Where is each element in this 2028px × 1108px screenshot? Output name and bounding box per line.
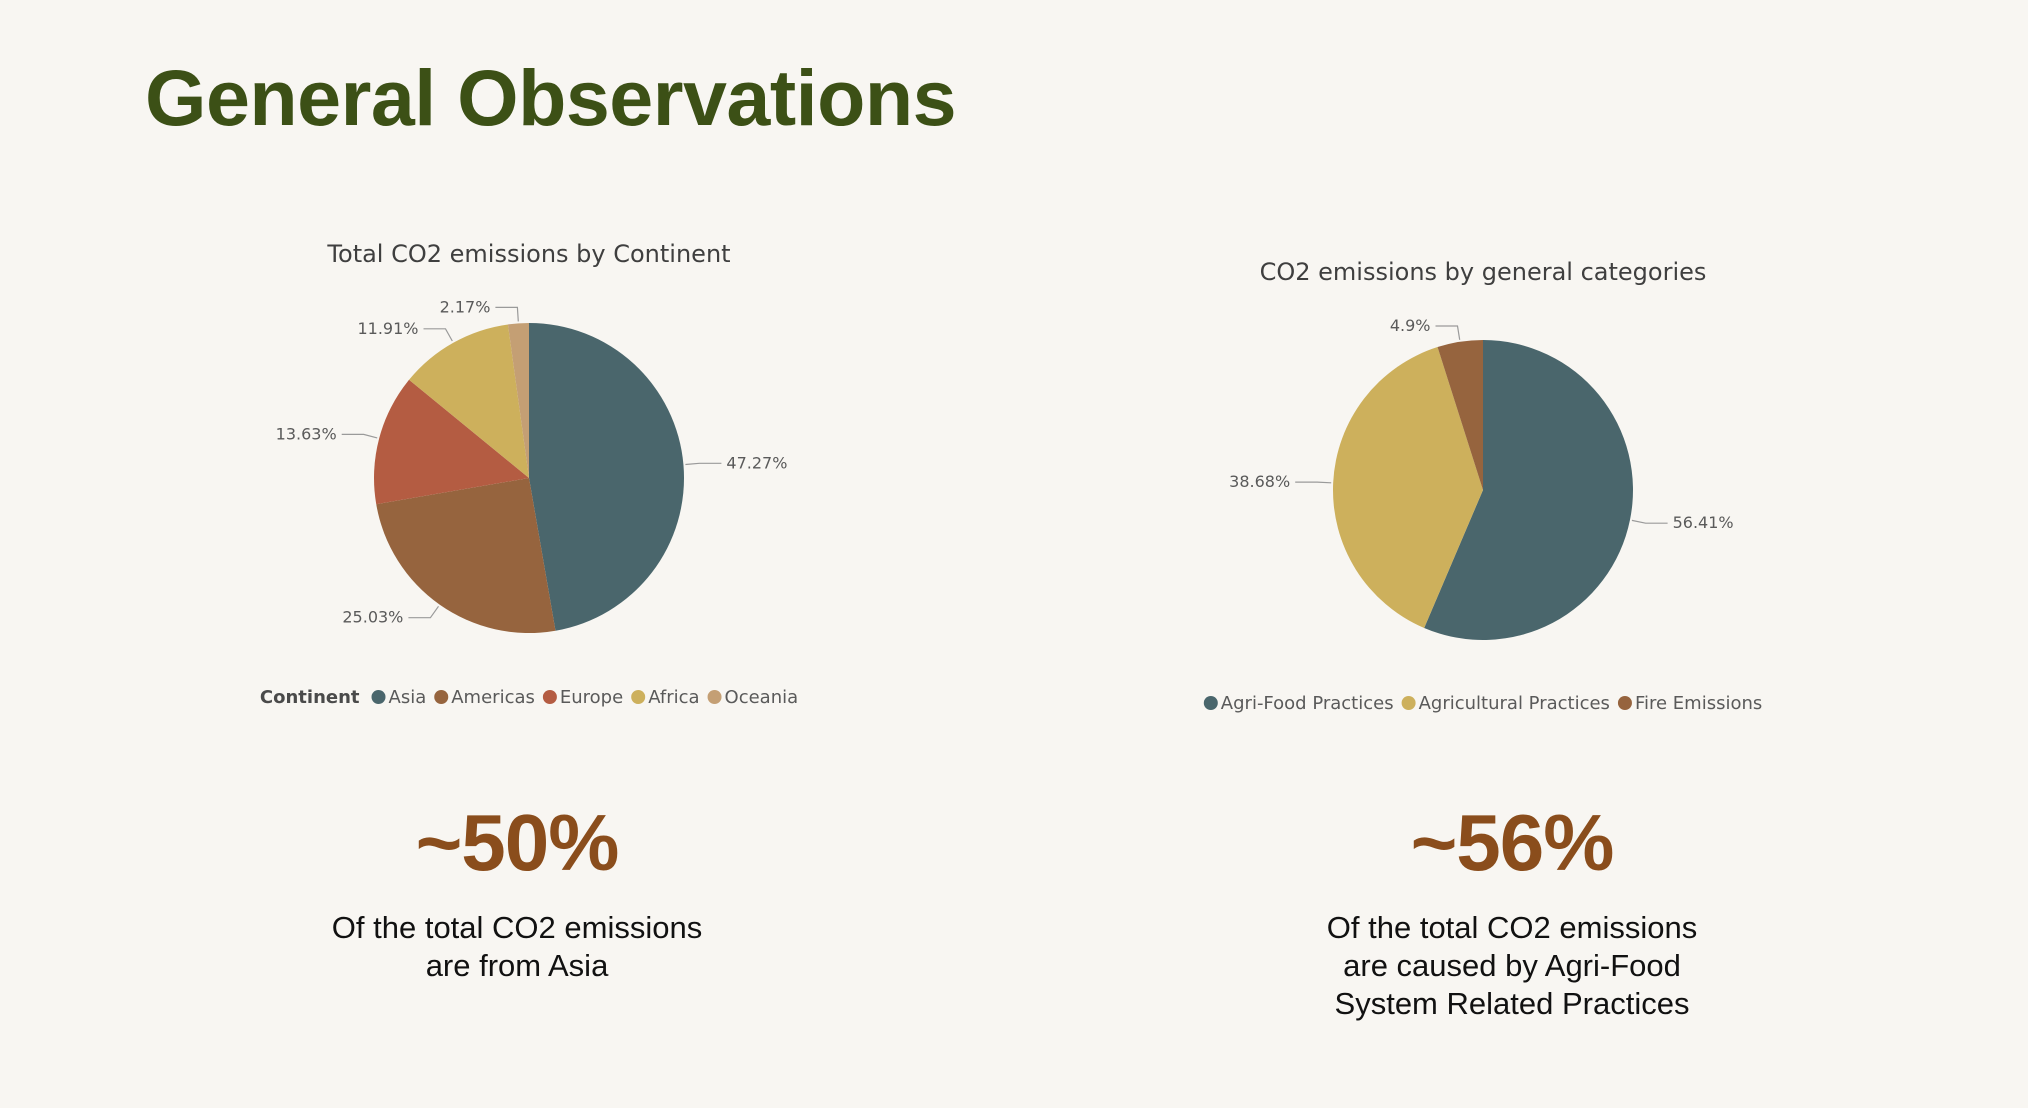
- slice-label-fire-emissions: 4.9%: [1390, 316, 1431, 335]
- slice-africa[interactable]: [409, 324, 529, 478]
- stat-asia-description: Of the total CO2 emissions are from Asia: [331, 910, 703, 983]
- legend-marker-agri-food-practices: [1203, 696, 1218, 710]
- legend-marker-agricultural-practices: [1401, 696, 1416, 710]
- legend-label-asia: Asia: [389, 687, 427, 708]
- legend-label-europe: Europe: [560, 687, 623, 708]
- slice-europe[interactable]: [374, 379, 529, 505]
- legend-marker-europe: [542, 690, 557, 704]
- legend-label-africa: Africa: [648, 687, 699, 708]
- legend-marker-americas: [434, 690, 449, 704]
- legend-item-europe[interactable]: Europe: [542, 687, 623, 708]
- legend-item-agricultural-practices[interactable]: Agricultural Practices: [1401, 693, 1610, 714]
- legend-item-africa[interactable]: Africa: [631, 687, 700, 708]
- leader-line-europe: [341, 433, 378, 439]
- legend-label-americas: Americas: [451, 687, 535, 708]
- page-title: General Observations: [145, 53, 957, 142]
- legend-item-agri-food-practices[interactable]: Agri-Food Practices: [1203, 693, 1394, 714]
- slice-label-europe: 13.63%: [276, 424, 337, 443]
- legend-item-oceania[interactable]: Oceania: [707, 687, 799, 708]
- slice-fire-emissions[interactable]: [1437, 340, 1483, 490]
- category-legend: Agri-Food Practices Agricultural Practice…: [1203, 693, 1762, 714]
- category-chart-title: CO2 emissions by general categories: [1260, 258, 1707, 286]
- leader-line-fire-emissions: [1435, 325, 1461, 340]
- continent-slice-labels: 47.27% 25.03% 13.63% 11.91% 2.17%: [276, 297, 788, 626]
- slice-label-agri-food-practices: 56.41%: [1673, 513, 1734, 532]
- slice-asia[interactable]: [529, 323, 685, 631]
- legend-marker-asia: [371, 690, 386, 704]
- slice-oceania[interactable]: [507, 323, 529, 478]
- legend-label-agricultural-practices: Agricultural Practices: [1419, 693, 1610, 714]
- slice-label-africa: 11.91%: [357, 319, 418, 338]
- continent-chart-title: Total CO2 emissions by Continent: [326, 240, 730, 268]
- slice-label-oceania: 2.17%: [440, 297, 491, 316]
- legend-label-agri-food-practices: Agri-Food Practices: [1221, 693, 1394, 714]
- legend-item-fire-emissions[interactable]: Fire Emissions: [1617, 693, 1762, 714]
- stat-agrifood: ~56% Of the total CO2 emissions are caus…: [1162, 803, 1862, 1023]
- continent-pie-chart: Total CO2 emissions by Continent 47.27% 25…: [260, 240, 798, 708]
- legend-label-fire-emissions: Fire Emissions: [1635, 693, 1762, 714]
- slice-agri-food-practices[interactable]: [1424, 340, 1633, 640]
- continent-slices: [374, 323, 685, 634]
- leader-line-americas: [408, 605, 439, 619]
- category-slices: [1332, 340, 1633, 640]
- leader-line-agricultural-practices: [1295, 481, 1332, 484]
- stat-agrifood-description: Of the total CO2 emissions are caused by…: [1326, 910, 1698, 1021]
- slice-label-americas: 25.03%: [342, 608, 403, 627]
- legend-item-americas[interactable]: Americas: [434, 687, 535, 708]
- categories-pie-chart: CO2 emissions by general categories 56.41…: [1203, 258, 1762, 714]
- stat-asia: ~50% Of the total CO2 emissions are from…: [167, 803, 867, 985]
- legend-item-asia[interactable]: Asia: [371, 687, 427, 708]
- slice-agricultural-practices[interactable]: [1332, 347, 1483, 628]
- slice-label-agricultural-practices: 38.68%: [1229, 472, 1290, 491]
- stat-asia-value: ~50%: [415, 798, 620, 887]
- category-slice-labels: 56.41% 38.68% 4.9%: [1229, 316, 1733, 532]
- legend-marker-oceania: [707, 690, 722, 704]
- leader-line-asia: [685, 462, 722, 466]
- leader-line-africa: [423, 328, 453, 342]
- slice-label-asia: 47.27%: [726, 453, 787, 472]
- stat-agrifood-value: ~56%: [1410, 798, 1615, 887]
- leader-line-agri-food-practices: [1631, 519, 1668, 524]
- legend-marker-fire-emissions: [1617, 696, 1632, 710]
- continent-legend-title: Continent: [260, 687, 360, 708]
- slice-americas[interactable]: [376, 478, 556, 634]
- leader-line-oceania: [495, 306, 519, 322]
- legend-marker-africa: [631, 690, 646, 704]
- continent-legend: Continent Asia Americas Europe Africa Oceania: [260, 687, 798, 708]
- legend-label-oceania: Oceania: [725, 687, 799, 708]
